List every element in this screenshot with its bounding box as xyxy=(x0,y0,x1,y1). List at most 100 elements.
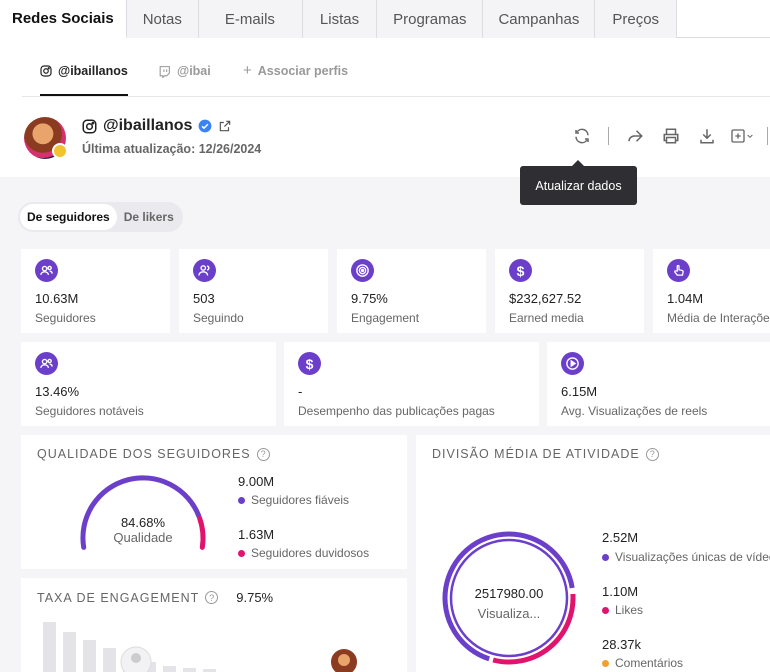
last-updated: Última atualização: 12/26/2024 xyxy=(82,142,262,156)
play-icon xyxy=(561,352,584,375)
print-button[interactable] xyxy=(653,125,689,147)
stat-label: Desempenho das publicações pagas xyxy=(298,404,495,418)
quality-gauge xyxy=(80,475,206,550)
instagram-icon xyxy=(40,65,52,77)
profile-handle-row: @ibaillanos xyxy=(82,117,232,135)
histogram-bar xyxy=(43,622,56,672)
likes-label: Likes xyxy=(615,603,644,617)
donut-views-segment xyxy=(442,531,575,662)
donut-likes-segment xyxy=(492,593,576,665)
stat-card-avg-interactions: 1.04M Média de Interações xyxy=(653,249,770,333)
tab-emails[interactable]: E-mails xyxy=(198,0,303,38)
stat-label: Avg. Visualizações de reels xyxy=(561,404,708,418)
stat-card-earned-media: $ $232,627.52 Earned media xyxy=(495,249,644,333)
verified-icon xyxy=(198,119,212,133)
stat-label: Seguidores notáveis xyxy=(35,404,144,418)
comments-legend: Comentários xyxy=(602,656,683,670)
legend-dot xyxy=(602,606,609,614)
profile-header: @ibaillanos Última atualização: 12/26/20… xyxy=(0,97,770,177)
stat-card-engagement: 9.75% Engagement xyxy=(337,249,486,333)
reliable-followers-legend: Seguidores fiáveis xyxy=(238,493,349,507)
legend-dot xyxy=(238,496,245,504)
stat-value: 6.15M xyxy=(561,384,598,399)
views-legend: Visualizações únicas de vídeo xyxy=(602,550,770,564)
quality-label: Qualidade xyxy=(113,530,173,545)
stat-value: $232,627.52 xyxy=(509,291,582,306)
follower-quality-title: QUALIDADE DOS SEGUIDORES xyxy=(37,447,251,461)
histogram-bar xyxy=(63,632,76,672)
histogram-bar xyxy=(83,640,96,672)
stat-card-reels-views: 6.15M Avg. Visualizações de reels xyxy=(547,342,770,426)
associate-profiles-label: Associar perfis xyxy=(257,64,349,78)
tab-notas[interactable]: Notas xyxy=(126,0,199,38)
share-button[interactable] xyxy=(617,125,653,147)
tab-listas[interactable]: Listas xyxy=(302,0,378,38)
tab-redes-sociais[interactable]: Redes Sociais xyxy=(0,0,127,38)
stat-value: 9.75% xyxy=(351,291,388,306)
legend-dot xyxy=(602,553,609,561)
toggle-followers[interactable]: De seguidores xyxy=(20,204,117,230)
users-icon xyxy=(35,352,58,375)
tab-programas[interactable]: Programas xyxy=(377,0,484,38)
dollar-icon: $ xyxy=(298,352,321,375)
toggle-likers[interactable]: De likers xyxy=(123,210,174,224)
profile-tab-instagram-label: @ibaillanos xyxy=(58,64,128,78)
help-icon[interactable]: ? xyxy=(645,447,659,461)
users-icon xyxy=(35,259,58,282)
help-icon[interactable]: ? xyxy=(205,591,219,604)
reliable-followers-label: Seguidores fiáveis xyxy=(251,493,350,507)
quality-percent: 84.68% xyxy=(120,515,166,530)
follower-quality-panel: QUALIDADE DOS SEGUIDORES ? 84.68% Qualid… xyxy=(21,435,407,569)
dollar-icon: $ xyxy=(509,259,532,282)
divider xyxy=(22,96,770,97)
target-icon xyxy=(351,259,374,282)
divider xyxy=(608,127,609,145)
external-link-icon[interactable] xyxy=(218,119,232,133)
profile-tab-twitch-label: @ibai xyxy=(177,64,211,78)
hand-icon xyxy=(667,259,690,282)
plus-icon: + xyxy=(243,62,252,79)
panel-title: QUALIDADE DOS SEGUIDORES ? xyxy=(37,447,270,461)
similar-accounts-marker-head xyxy=(131,653,141,663)
stat-value: 503 xyxy=(193,291,215,306)
views-value: 2.52M xyxy=(602,530,639,545)
histogram-bar xyxy=(103,648,116,672)
help-icon[interactable]: ? xyxy=(256,447,270,461)
doubtful-followers-legend: Seguidores duvidosos xyxy=(238,546,369,560)
views-label: Visualizações únicas de vídeo xyxy=(615,550,770,564)
comments-value: 28.37k xyxy=(602,637,642,652)
profile-tab-instagram[interactable]: @ibaillanos xyxy=(40,64,128,96)
audience-toggle: De seguidores De likers xyxy=(18,202,183,232)
activity-center-label: Visualiza... xyxy=(477,606,541,621)
doubtful-followers-label: Seguidores duvidosos xyxy=(251,546,370,560)
add-box-icon xyxy=(731,129,745,143)
stat-value: - xyxy=(298,384,303,399)
profile-tab-twitch[interactable]: @ibai xyxy=(158,64,211,96)
stat-card-notable-followers: 13.46% Seguidores notáveis xyxy=(21,342,276,426)
tab-precos[interactable]: Preços xyxy=(595,0,678,38)
engagement-rate-title: TAXA DE ENGAGEMENT xyxy=(37,590,200,605)
profile-marker-face xyxy=(338,654,350,666)
legend-dot xyxy=(602,659,609,667)
refresh-button[interactable] xyxy=(564,125,600,147)
avatar[interactable] xyxy=(24,117,68,159)
stat-value: 13.46% xyxy=(35,384,80,399)
stat-label: Seguindo xyxy=(193,311,244,325)
associate-profiles-button[interactable]: + Associar perfis xyxy=(243,62,349,96)
gauge-reliable-segment xyxy=(80,475,202,550)
chevron-down-icon xyxy=(747,134,753,139)
profile-handle: @ibaillanos xyxy=(103,117,193,134)
refresh-tooltip: Atualizar dados xyxy=(520,160,637,205)
stat-label: Engagement xyxy=(351,311,420,325)
user-follow-icon xyxy=(193,259,216,282)
download-icon xyxy=(700,129,714,144)
activity-donut xyxy=(442,531,576,665)
activity-center-value: 2517980.00 xyxy=(474,586,544,601)
download-button[interactable] xyxy=(689,125,725,147)
stat-value: 1.04M xyxy=(667,291,704,306)
activity-split-title: DIVISÃO MÉDIA DE ATIVIDADE xyxy=(432,447,640,461)
doubtful-followers-value: 1.63M xyxy=(238,527,275,542)
instagram-icon xyxy=(82,119,97,133)
add-to-list-button[interactable] xyxy=(725,125,759,147)
tab-campanhas[interactable]: Campanhas xyxy=(483,0,596,38)
